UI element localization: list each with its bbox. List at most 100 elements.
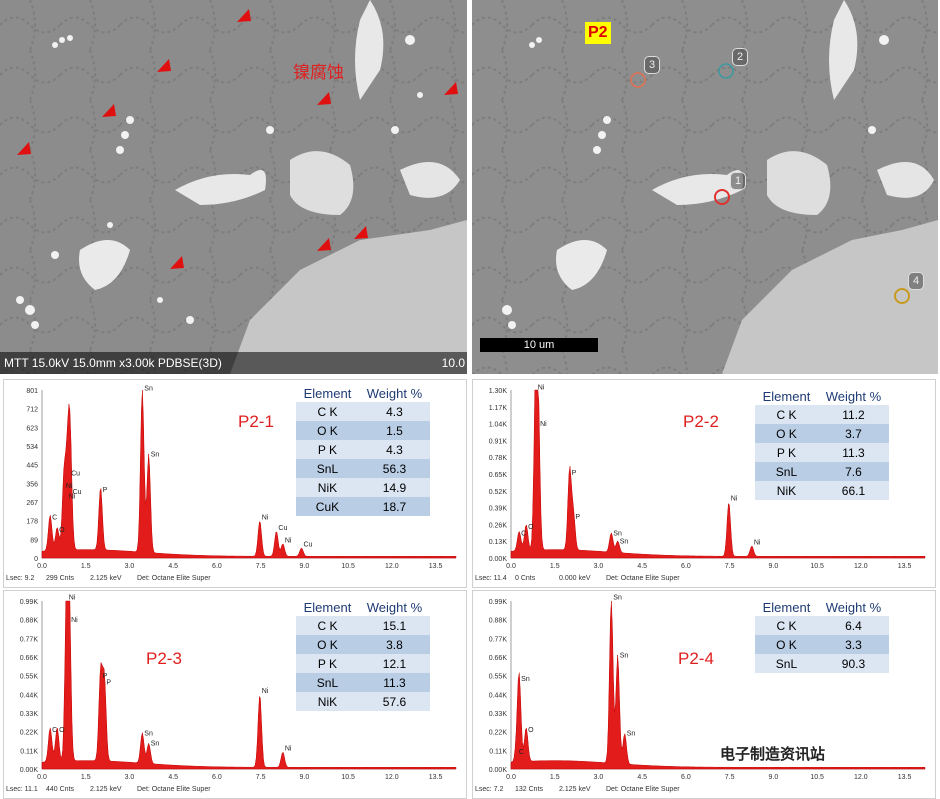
y-tick-label: 534 bbox=[26, 444, 38, 451]
table-cell: 90.3 bbox=[817, 654, 889, 673]
peak-label: P bbox=[575, 514, 580, 521]
spectrum-panel-p2-2: 1.30K 1.17K 1.04K 0.91K 0.78K 0.65K 0.52K 0.39K… bbox=[472, 379, 936, 588]
y-tick-label: 623 bbox=[26, 425, 38, 432]
spectrum-footer-text: Det: Octane Elite Super bbox=[606, 575, 680, 582]
table-row: P K 4.3 bbox=[296, 440, 430, 459]
spectrum-footer-text: 0 Cnts bbox=[515, 575, 536, 582]
point-2-marker bbox=[718, 63, 734, 79]
y-tick-label: 445 bbox=[26, 463, 38, 470]
corrosion-arrow bbox=[317, 238, 331, 251]
table-cell: SnL bbox=[755, 462, 818, 481]
x-tick-label: 3.0 bbox=[594, 563, 604, 570]
spectrum-series bbox=[510, 600, 926, 770]
table-header: Element bbox=[303, 600, 352, 615]
table-cell: P K bbox=[755, 443, 818, 462]
table-cell: C K bbox=[755, 405, 818, 424]
table-header: Weight % bbox=[366, 600, 423, 615]
y-tick-label: 0.78K bbox=[489, 455, 508, 462]
table-cell: 3.3 bbox=[817, 635, 889, 654]
x-tick-label: 12.0 bbox=[385, 563, 399, 570]
table-cell: 11.2 bbox=[817, 405, 889, 424]
table-row: NiK 57.6 bbox=[296, 692, 430, 711]
x-tick-label: 1.5 bbox=[81, 774, 91, 781]
sem-info-bar: MTT 15.0kV 15.0mm x3.00k PDBSE(3D) bbox=[0, 352, 467, 374]
y-tick-label: 0.88K bbox=[20, 618, 39, 625]
x-tick-label: 4.5 bbox=[637, 774, 647, 781]
x-tick-label: 4.5 bbox=[168, 563, 178, 570]
sem-left-texture bbox=[0, 0, 467, 374]
peak-label: Ni bbox=[285, 746, 292, 753]
y-tick-label: 1.04K bbox=[489, 422, 508, 429]
y-tick-label: 0.77K bbox=[489, 636, 508, 643]
table-cell: NiK bbox=[755, 481, 818, 500]
table-cell: C K bbox=[296, 616, 359, 635]
spectrum-name: P2-1 bbox=[238, 412, 274, 431]
spectrum-footer-text: Lsec: 9.2 bbox=[6, 575, 35, 582]
table-cell: NiK bbox=[296, 692, 359, 711]
x-tick-label: 12.0 bbox=[854, 774, 868, 781]
corrosion-arrow bbox=[170, 256, 184, 269]
watermark-text: 电子制造资讯站 bbox=[720, 745, 826, 763]
peak-label: O bbox=[59, 527, 65, 534]
spectrum-panel-p2-3: 0.99K 0.88K 0.77K 0.66K 0.55K 0.44K 0.33K 0.22K… bbox=[3, 590, 467, 799]
spectrum-series bbox=[41, 389, 457, 559]
table-cell: NiK bbox=[296, 478, 359, 497]
corrosion-arrow bbox=[317, 92, 331, 105]
peak-label: P bbox=[572, 470, 577, 477]
corrosion-arrow bbox=[157, 59, 171, 72]
x-tick-label: 4.5 bbox=[637, 563, 647, 570]
table-row: C K 4.3 bbox=[296, 402, 430, 421]
x-tick-label: 12.0 bbox=[854, 563, 868, 570]
x-tick-label: 9.0 bbox=[769, 563, 779, 570]
table-cell: O K bbox=[755, 635, 818, 654]
table-header: Element bbox=[762, 389, 811, 404]
table-row: SnL 90.3 bbox=[755, 654, 889, 673]
x-tick-label: 1.5 bbox=[550, 563, 560, 570]
x-tick-label: 6.0 bbox=[681, 774, 691, 781]
y-tick-label: 0.44K bbox=[489, 692, 508, 699]
peak-label: C bbox=[52, 514, 57, 521]
spectrum-chart: 0.99K 0.88K 0.77K 0.66K 0.55K 0.44K 0.33K 0.22K… bbox=[20, 595, 457, 781]
x-tick-label: 10.5 bbox=[810, 563, 824, 570]
spectrum-name: P2-4 bbox=[678, 649, 714, 668]
spectrum-footer-text: 132 Cnts bbox=[515, 786, 544, 793]
x-tick-label: 7.5 bbox=[725, 774, 735, 781]
peak-label: Sn bbox=[144, 385, 153, 392]
point-label-2: 2 bbox=[732, 48, 748, 66]
peak-label: Sn bbox=[521, 676, 530, 683]
x-tick-label: 9.0 bbox=[769, 774, 779, 781]
peak-label: P bbox=[106, 680, 111, 687]
table-cell: 11.3 bbox=[817, 443, 889, 462]
table-row: P K 11.3 bbox=[755, 443, 889, 462]
table-cell: 11.3 bbox=[358, 673, 430, 692]
peak-label: Sn bbox=[144, 730, 153, 737]
spectrum-footer-text: Lsec: 11.1 bbox=[6, 786, 38, 793]
table-cell: SnL bbox=[755, 654, 818, 673]
table-row: P K 12.1 bbox=[296, 654, 430, 673]
peak-label: O bbox=[528, 727, 534, 734]
corrosion-arrow bbox=[237, 9, 251, 22]
x-tick-label: 10.5 bbox=[341, 774, 355, 781]
table-cell: 3.7 bbox=[817, 424, 889, 443]
table-cell: 4.3 bbox=[358, 402, 430, 421]
x-tick-label: 7.5 bbox=[256, 774, 266, 781]
spectrum-footer-text: 2.125 keV bbox=[559, 786, 591, 793]
peak-label: C bbox=[519, 749, 524, 756]
spectrum-footer-text: Det: Octane Elite Super bbox=[606, 786, 680, 793]
corrosion-arrow bbox=[444, 82, 458, 95]
x-tick-label: 3.0 bbox=[125, 563, 135, 570]
spectrum-footer-text: 2.125 keV bbox=[90, 575, 122, 582]
table-row: O K 3.3 bbox=[755, 635, 889, 654]
table-row: NiK 66.1 bbox=[755, 481, 889, 500]
x-tick-label: 7.5 bbox=[256, 563, 266, 570]
y-tick-label: 0.00K bbox=[489, 556, 508, 563]
table-cell: 56.3 bbox=[358, 459, 430, 478]
y-tick-label: 0.11K bbox=[20, 748, 38, 755]
peak-label: Cu bbox=[73, 489, 82, 496]
spectrum-name: P2-3 bbox=[146, 649, 182, 668]
table-cell: 18.7 bbox=[358, 497, 430, 516]
y-tick-label: 0.00K bbox=[20, 767, 39, 774]
y-tick-label: 1.17K bbox=[489, 405, 508, 412]
p2-tag: P2 bbox=[585, 22, 611, 44]
peak-label: Sn bbox=[613, 531, 622, 538]
